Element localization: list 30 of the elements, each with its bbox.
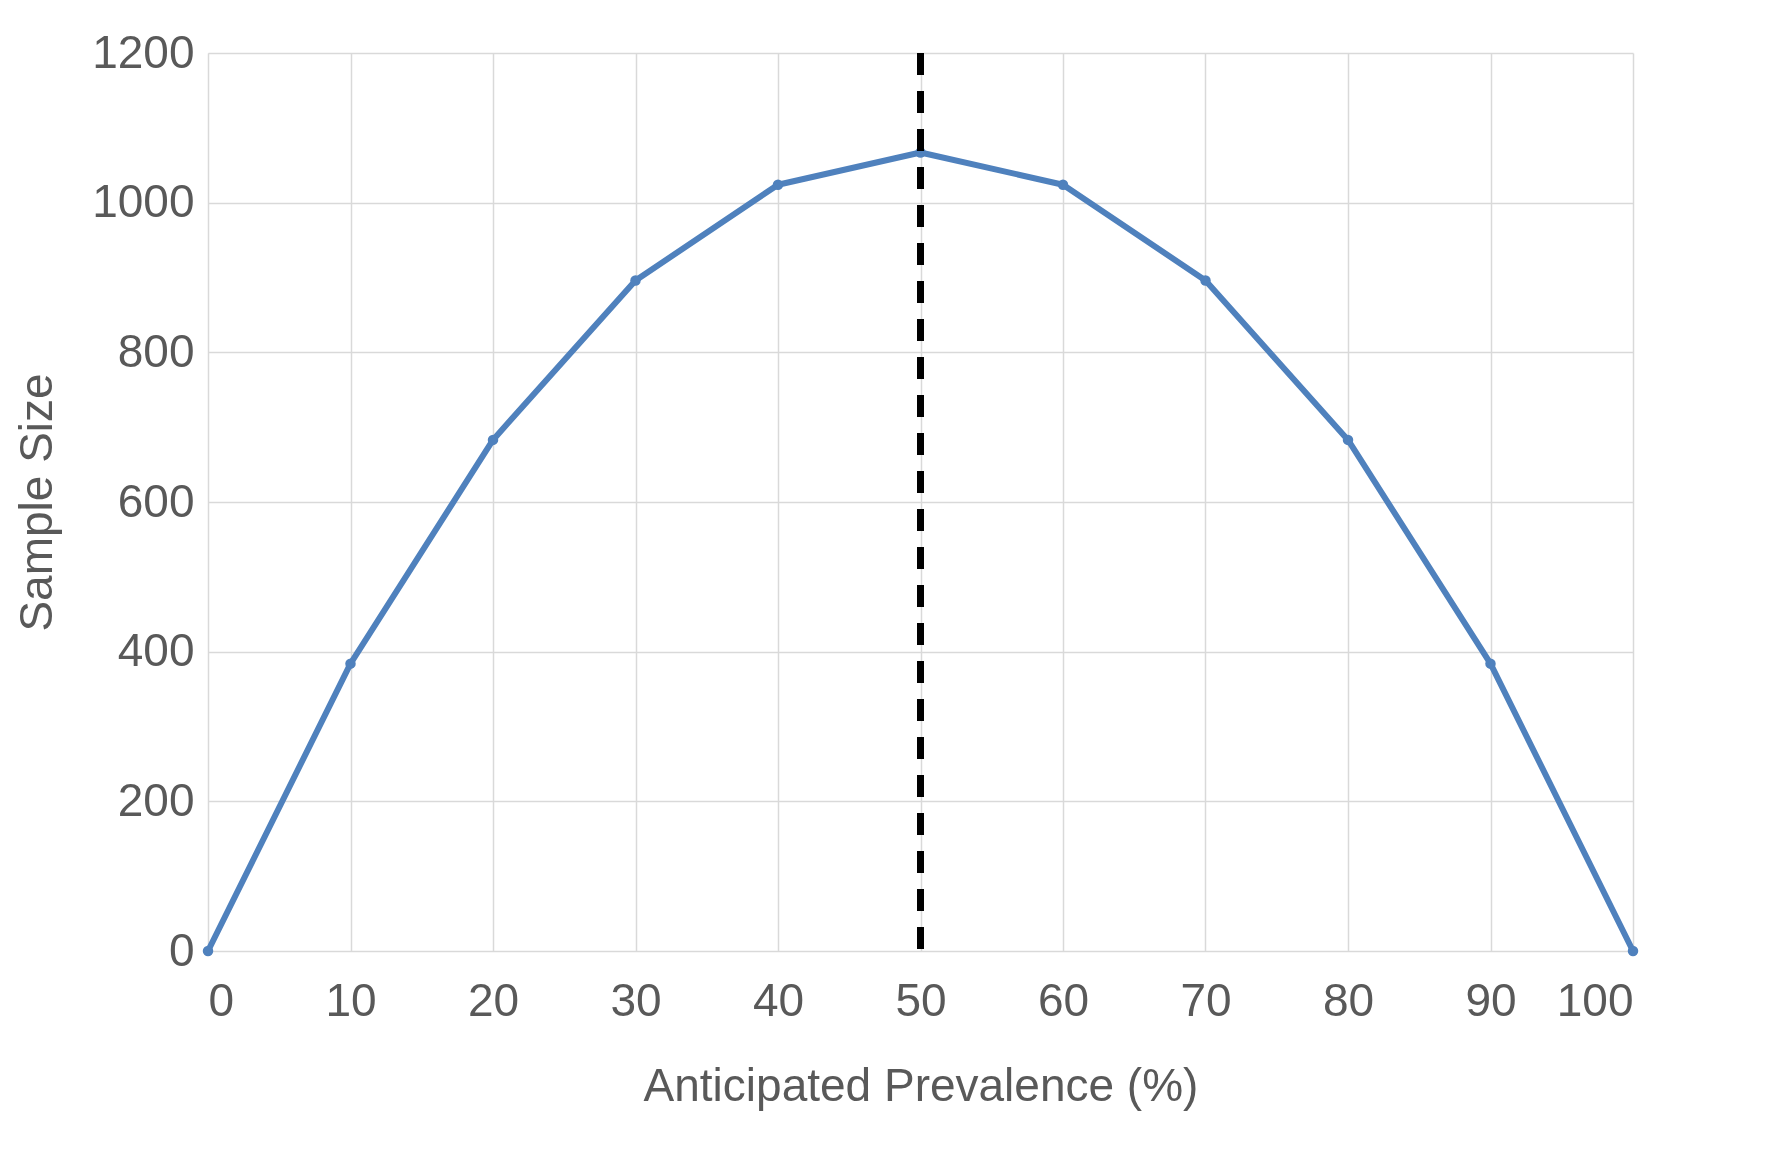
y-tick-label: 0 <box>168 923 195 976</box>
y-tick-label: 1000 <box>92 175 195 228</box>
point <box>345 658 356 669</box>
x-tick-label: 70 <box>1180 973 1232 1026</box>
x-tick-label: 40 <box>752 973 805 1026</box>
x-tick-label: 10 <box>325 973 377 1026</box>
point <box>487 434 499 446</box>
point <box>772 179 784 190</box>
y-tick-label: 1200 <box>92 25 195 78</box>
x-tick-label: 50 <box>895 973 947 1026</box>
x-tick-label: 100 <box>1556 973 1634 1026</box>
x-tick-label: 80 <box>1322 973 1375 1026</box>
point <box>1627 945 1639 957</box>
y-tick-label: 600 <box>117 474 195 527</box>
y-axis-title: Sample Size <box>10 373 63 632</box>
y-tick-label: 400 <box>117 624 195 677</box>
x-tick-label: 20 <box>467 973 520 1026</box>
x-tick-label: 0 <box>208 973 235 1026</box>
point <box>1342 434 1354 446</box>
y-tick-label: 200 <box>117 773 195 826</box>
point <box>1485 658 1496 669</box>
x-tick-label: 30 <box>610 973 662 1026</box>
y-tick-label: 800 <box>117 324 195 377</box>
point <box>630 275 641 286</box>
point <box>202 945 214 957</box>
point <box>1200 275 1211 286</box>
x-tick-label: 60 <box>1037 973 1090 1026</box>
x-axis-title: Anticipated Prevalence (%) <box>643 1058 1199 1111</box>
point <box>1057 179 1069 190</box>
x-tick-label: 90 <box>1465 973 1517 1026</box>
